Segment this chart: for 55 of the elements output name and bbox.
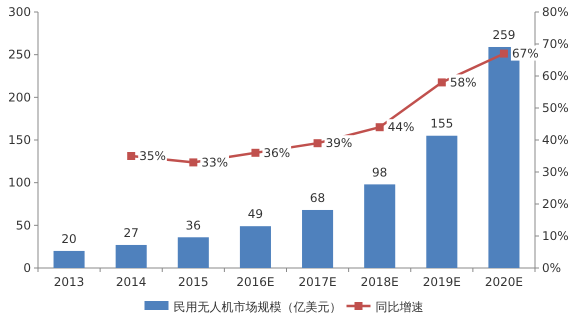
y-tick-label: 0 xyxy=(23,261,31,275)
data-label: 155 xyxy=(430,116,454,131)
x-tick-label: 2018E xyxy=(360,275,399,289)
bar xyxy=(302,210,334,268)
y2-tick-label: 30% xyxy=(542,165,569,179)
y2-tick-label: 40% xyxy=(542,133,569,147)
data-label: 36 xyxy=(186,218,201,232)
bar xyxy=(178,237,209,268)
legend-label: 民用无人机市场规模（亿美元） xyxy=(174,300,342,314)
bar xyxy=(364,184,396,268)
bar xyxy=(426,136,458,268)
y2-tick-label: 10% xyxy=(542,229,569,243)
data-label: 36% xyxy=(263,146,290,160)
y-tick-label: 150 xyxy=(8,133,31,147)
point xyxy=(314,139,322,148)
bar xyxy=(54,250,85,268)
data-label: 98 xyxy=(372,165,388,180)
data-label: 20 xyxy=(61,232,77,246)
y-tick-label: 50 xyxy=(16,218,31,232)
data-label: 68 xyxy=(310,190,326,205)
x-tick-label: 2014 xyxy=(116,275,146,289)
x-tick-label: 2013 xyxy=(54,275,84,289)
data-label: 35% xyxy=(139,149,166,163)
y2-tick-label: 80% xyxy=(542,5,569,19)
y-tick-label: 250 xyxy=(8,48,31,62)
data-label: 58% xyxy=(450,75,476,90)
point xyxy=(376,123,384,132)
data-label: 27 xyxy=(124,226,139,240)
x-tick-label: 2019E xyxy=(422,275,461,289)
y2-tick-label: 20% xyxy=(542,197,569,211)
x-tick-label: 2016E xyxy=(236,275,274,289)
data-label: 259 xyxy=(492,28,516,42)
point xyxy=(438,78,446,86)
x-tick-label: 2015 xyxy=(178,275,209,289)
x-tick-label: 2020E xyxy=(484,275,523,289)
bar xyxy=(240,226,271,268)
x-tick-label: 2017E xyxy=(298,275,337,289)
bar xyxy=(116,244,147,268)
data-label: 49 xyxy=(248,207,264,222)
data-label: 33% xyxy=(201,155,228,170)
y-tick-label: 200 xyxy=(8,90,31,104)
point xyxy=(251,148,260,157)
point xyxy=(127,152,136,160)
data-label: 67% xyxy=(512,46,539,61)
y-tick-label: 300 xyxy=(8,5,31,19)
y2-tick-label: 60% xyxy=(542,69,569,83)
y-tick-label: 100 xyxy=(8,176,31,190)
point xyxy=(189,158,198,166)
y2-tick-label: 50% xyxy=(542,101,569,115)
point xyxy=(500,50,508,58)
legend-label: 同比增速 xyxy=(376,300,424,314)
data-label: 39% xyxy=(326,136,352,150)
y2-tick-label: 70% xyxy=(542,37,569,51)
y2-tick-label: 0% xyxy=(542,261,562,275)
data-label: 44% xyxy=(388,120,414,134)
